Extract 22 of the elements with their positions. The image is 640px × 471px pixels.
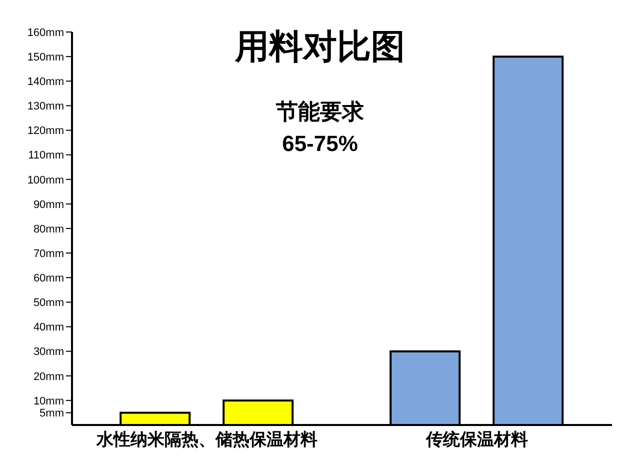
y-tick-label: 160mm <box>27 26 64 39</box>
y-tick-label: 10mm <box>33 395 64 408</box>
y-tick-label: 40mm <box>33 322 64 334</box>
y-tick-label: 100mm <box>27 174 64 186</box>
y-tick-label: 5mm <box>40 408 64 420</box>
x-tick-label: 传统保温材料 <box>425 430 528 450</box>
chart-title: 用料对比图 <box>235 28 405 66</box>
y-tick-label: 90mm <box>33 198 64 211</box>
annotation: 节能要求 <box>276 99 364 124</box>
y-tick-label: 140mm <box>27 76 64 88</box>
y-tick-label: 120mm <box>27 125 64 138</box>
y-tick-label: 70mm <box>33 248 64 260</box>
x-tick-label: 水性纳米隔热、储热保温材料 <box>96 430 318 450</box>
y-tick-label: 20mm <box>33 370 64 383</box>
y-tick-label: 130mm <box>27 100 64 113</box>
y-tick-label: 80mm <box>33 223 64 236</box>
annotation: 65-75% <box>282 131 358 156</box>
y-tick-label: 150mm <box>27 51 64 64</box>
y-tick-label: 110mm <box>28 150 64 162</box>
y-tick-label: 30mm <box>33 346 64 358</box>
y-tick-label: 50mm <box>33 297 64 310</box>
y-tick-label: 60mm <box>33 272 64 285</box>
